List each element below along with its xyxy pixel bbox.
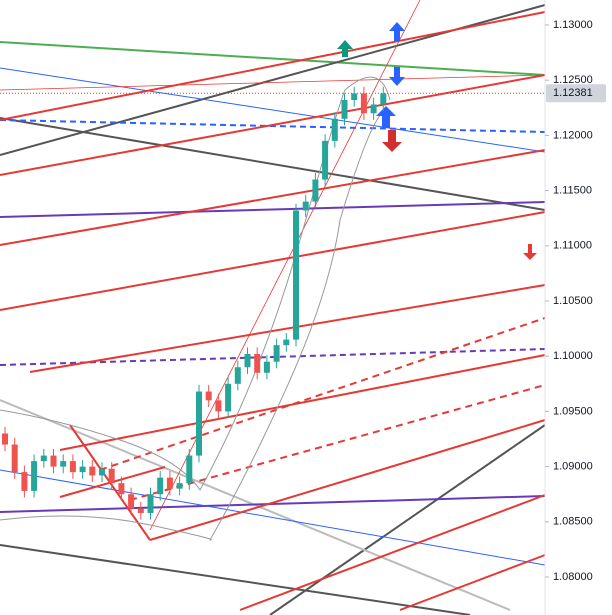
candle-body	[89, 466, 96, 476]
y-tick-label: 1.12000	[553, 129, 593, 141]
candle-body	[69, 461, 76, 473]
candle-body	[244, 353, 251, 368]
candle-body	[360, 93, 367, 114]
candle-body	[128, 494, 135, 509]
drawings	[0, 0, 546, 615]
candle-body	[273, 345, 280, 362]
arrows	[337, 22, 537, 260]
trend-line	[269, 424, 546, 615]
trend-line	[0, 41, 546, 76]
band-lower	[0, 109, 386, 541]
candle-body	[21, 472, 28, 491]
candle-body	[380, 93, 387, 105]
y-tick-label: 1.10000	[553, 350, 593, 362]
candle-body	[11, 444, 18, 473]
candle-body	[99, 468, 105, 476]
y-tick-label: 1.09500	[553, 405, 593, 417]
channel-line	[0, 11, 546, 121]
channel-line	[239, 494, 546, 611]
candle-body	[263, 361, 270, 373]
arrow-down	[523, 244, 537, 260]
y-tick-label: 1.10500	[553, 295, 593, 307]
candle-body	[186, 455, 193, 484]
last-price-tag	[546, 84, 606, 103]
channel-line	[0, 74, 546, 176]
y-tick-label: 1.09000	[553, 461, 593, 473]
y-tick-label: 1.08500	[553, 516, 593, 528]
channel-line	[59, 354, 546, 451]
arrow-up	[376, 106, 396, 128]
candle-body	[331, 118, 338, 141]
channel-line	[399, 554, 546, 611]
candle-body	[60, 461, 67, 467]
y-tick-label: 1.11500	[553, 184, 592, 196]
arrow-down	[389, 67, 405, 86]
candle-body	[108, 468, 115, 484]
candle-body	[137, 508, 144, 513]
candle-body	[283, 339, 290, 346]
candle-body	[40, 455, 47, 462]
candle-body	[31, 461, 38, 491]
candle-body	[351, 93, 358, 101]
candle-body	[2, 433, 8, 445]
last-price-label: 1.12381	[553, 87, 593, 99]
candle-body	[302, 201, 309, 211]
candle-body	[322, 140, 329, 180]
arrow-up	[389, 22, 405, 41]
candle-body	[293, 210, 299, 340]
trend-line	[0, 469, 546, 566]
candle-body	[50, 455, 57, 467]
y-tick-label: 1.13000	[553, 19, 593, 31]
y-tick-label: 1.08000	[553, 571, 593, 583]
arrow-up	[337, 40, 353, 57]
channel-line	[149, 419, 546, 541]
candle-body	[254, 353, 261, 373]
channel-line	[0, 211, 546, 311]
y-tick-label: 1.11000	[553, 240, 592, 252]
trend-line	[0, 201, 546, 218]
trend-line	[0, 544, 471, 615]
candle-body	[79, 466, 86, 473]
candle-body	[234, 367, 241, 384]
candle-body	[370, 104, 377, 114]
fan-line	[0, 74, 546, 91]
trend-line	[0, 67, 546, 153]
candle-body	[118, 483, 125, 495]
channel-line	[99, 317, 546, 471]
candle-body	[312, 179, 319, 202]
candle-body	[176, 483, 183, 489]
candle-body	[205, 391, 212, 401]
candle-body	[341, 100, 348, 119]
fan-line	[149, 0, 421, 531]
candle-body	[147, 494, 154, 513]
channel-line	[0, 149, 546, 246]
candle-body	[157, 477, 164, 495]
price-axis: 1.08000 1.08500 1.09000 1.09500 1.10000 1.105…	[545, 19, 606, 583]
trend-line	[0, 117, 546, 211]
y-tick-label: 1.12500	[553, 74, 593, 86]
trend-line	[0, 495, 546, 513]
arrow-down	[382, 130, 402, 152]
candle-body	[215, 400, 222, 412]
candle-body	[196, 391, 202, 456]
candle-body	[225, 383, 232, 412]
candles	[2, 86, 387, 520]
channel-line	[29, 284, 546, 373]
candle-body	[166, 477, 173, 489]
